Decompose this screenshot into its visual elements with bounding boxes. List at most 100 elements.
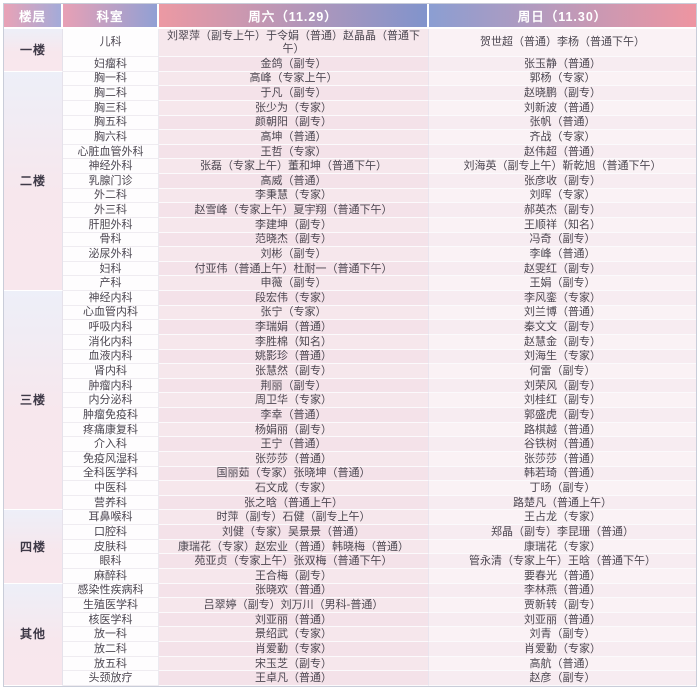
sun-cell: 丁旸（副专） <box>429 481 696 496</box>
dept-cell: 肾内科 <box>63 364 159 379</box>
dept-cell: 放二科 <box>63 642 159 657</box>
sat-cell: 高峰（专家上午） <box>159 71 429 87</box>
col-header-floor: 楼层 <box>4 4 63 29</box>
sat-cell: 张磊（专家上午）董和坤（普通下午） <box>159 159 429 175</box>
dept-cell: 中医科 <box>63 481 159 496</box>
sun-cell: 李风銮（专家） <box>429 291 696 306</box>
sun-cell: 韩若琦（普通） <box>429 466 696 482</box>
dept-cell: 麻醉科 <box>63 568 159 584</box>
sat-cell: 高威（普通） <box>159 174 429 189</box>
dept-cell: 口腔科 <box>63 525 159 540</box>
floor-cell: 其他 <box>4 583 63 686</box>
dept-cell: 营养科 <box>63 495 159 511</box>
sat-cell: 石文成（专家） <box>159 481 429 496</box>
sun-cell: 秦文文（副专） <box>429 320 696 335</box>
floor-cell: 一楼 <box>4 29 63 72</box>
sat-cell: 于凡（副专） <box>159 86 429 101</box>
sun-cell: 郝英杰（副专） <box>429 203 696 218</box>
dept-cell: 放一科 <box>63 627 159 643</box>
dept-cell: 皮肤科 <box>63 539 159 555</box>
sun-cell: 李林燕（普通） <box>429 583 696 599</box>
sun-cell: 赵彦（副专） <box>429 671 696 686</box>
sun-cell: 冯奇（副专） <box>429 232 696 248</box>
dept-cell: 全科医学科 <box>63 466 159 482</box>
sun-cell: 刘荣风（副专） <box>429 378 696 394</box>
sat-cell: 金鸽（副专） <box>159 57 429 72</box>
dept-cell: 神经外科 <box>63 159 159 175</box>
dept-cell: 胸五科 <box>63 115 159 131</box>
sat-cell: 景绍武（专家） <box>159 627 429 643</box>
dept-cell: 妇科 <box>63 261 159 277</box>
sun-cell: 齐战（专家） <box>429 130 696 145</box>
sun-cell: 路楚凡（普通上午） <box>429 495 696 511</box>
sun-cell: 刘海英（副专上午）靳乾旭（普通下午） <box>429 159 696 175</box>
sun-cell: 张彦收（副专） <box>429 174 696 189</box>
dept-cell: 心血管内科 <box>63 305 159 321</box>
sun-cell: 刘桂红（副专） <box>429 393 696 409</box>
sun-cell: 郑晶（副专）李昆珊（普通） <box>429 525 696 540</box>
floor-cell: 四楼 <box>4 510 63 584</box>
sun-cell: 肖爱勤（专家） <box>429 642 696 657</box>
sun-cell: 何雷（副专） <box>429 364 696 379</box>
dept-cell: 免疫风湿科 <box>63 451 159 467</box>
dept-cell: 呼吸内科 <box>63 320 159 335</box>
dept-cell: 骨科 <box>63 232 159 248</box>
sat-cell: 康瑞花（专家）赵宏业（普通）韩晓梅（普通） <box>159 539 429 555</box>
sat-cell: 张之晗（普通上午） <box>159 495 429 511</box>
sat-cell: 李幸（普通） <box>159 408 429 423</box>
sun-cell: 张帆（普通） <box>429 115 696 131</box>
dept-cell: 核医学科 <box>63 612 159 628</box>
sun-cell: 谷铁树（普通） <box>429 437 696 452</box>
sun-cell: 刘兰博（普通） <box>429 305 696 321</box>
sat-cell: 高坤（普通） <box>159 130 429 145</box>
sat-cell: 时萍（副专）石健（副专上午） <box>159 510 429 526</box>
sat-cell: 赵雪峰（专家上午）夏宇翔（普通下午） <box>159 203 429 218</box>
sat-cell: 肖爱勤（专家） <box>159 642 429 657</box>
sun-cell: 高航（普通） <box>429 656 696 672</box>
dept-cell: 胸二科 <box>63 86 159 101</box>
dept-cell: 生殖医学科 <box>63 598 159 613</box>
sat-cell: 周卫华（专家） <box>159 393 429 409</box>
dept-cell: 心脏血管外科 <box>63 144 159 160</box>
sun-cell: 张玉静（普通） <box>429 57 696 72</box>
sun-cell: 管永清（专家上午）王晗（普通下午） <box>429 554 696 569</box>
dept-cell: 血液内科 <box>63 349 159 365</box>
dept-cell: 胸三科 <box>63 100 159 116</box>
dept-cell: 介入科 <box>63 437 159 452</box>
sat-cell: 张少为（专家） <box>159 100 429 116</box>
sat-cell: 吕翠婷（副专）刘万川（男科-普通） <box>159 598 429 613</box>
sun-cell: 王占龙（专家） <box>429 510 696 526</box>
sat-cell: 苑亚贞（专家上午）张双梅（普通下午） <box>159 554 429 569</box>
sat-cell: 姚影珍（普通） <box>159 349 429 365</box>
sat-cell: 颜朝阳（副专） <box>159 115 429 131</box>
sat-cell: 刘翠萍（副专上午）于令娟（普通）赵晶晶（普通下午） <box>159 29 429 57</box>
col-header-sunday: 周日（11.30） <box>429 4 696 29</box>
sun-cell: 刘亚丽（普通） <box>429 612 696 628</box>
sat-cell: 荆丽（副专） <box>159 378 429 394</box>
dept-cell: 胸一科 <box>63 71 159 87</box>
dept-cell: 乳腺门诊 <box>63 174 159 189</box>
schedule-grid: 楼层 科室 周六（11.29） 周日（11.30） 一楼 儿科 刘翠萍（副专上午）于… <box>3 3 697 687</box>
sat-cell: 王卓凡（普通） <box>159 671 429 686</box>
sun-cell: 要春光（普通） <box>429 568 696 584</box>
sat-cell: 张慧然（副专） <box>159 364 429 379</box>
sat-cell: 张晓欢（普通） <box>159 583 429 599</box>
sun-cell: 赵慧金（副专） <box>429 334 696 350</box>
sun-cell: 郭杨（专家） <box>429 71 696 87</box>
sat-cell: 段宏伟（专家） <box>159 291 429 306</box>
sat-cell: 范晓杰（副专） <box>159 232 429 248</box>
sat-cell: 王合梅（副专） <box>159 568 429 584</box>
sun-cell: 王顺祥（知名） <box>429 217 696 233</box>
sun-cell: 王娟（副专） <box>429 276 696 292</box>
sat-cell: 付亚伟（普通上午）杜耐一（普通下午） <box>159 261 429 277</box>
dept-cell: 泌尿外科 <box>63 247 159 262</box>
sat-cell: 李胜棉（知名） <box>159 334 429 350</box>
sat-cell: 张宁（专家） <box>159 305 429 321</box>
sat-cell: 王宁（普通） <box>159 437 429 452</box>
dept-cell: 产科 <box>63 276 159 292</box>
dept-cell: 放五科 <box>63 656 159 672</box>
dept-cell: 外三科 <box>63 203 159 218</box>
sat-cell: 国丽茹（专家）张晓坤（普通） <box>159 466 429 482</box>
dept-cell: 胸六科 <box>63 130 159 145</box>
